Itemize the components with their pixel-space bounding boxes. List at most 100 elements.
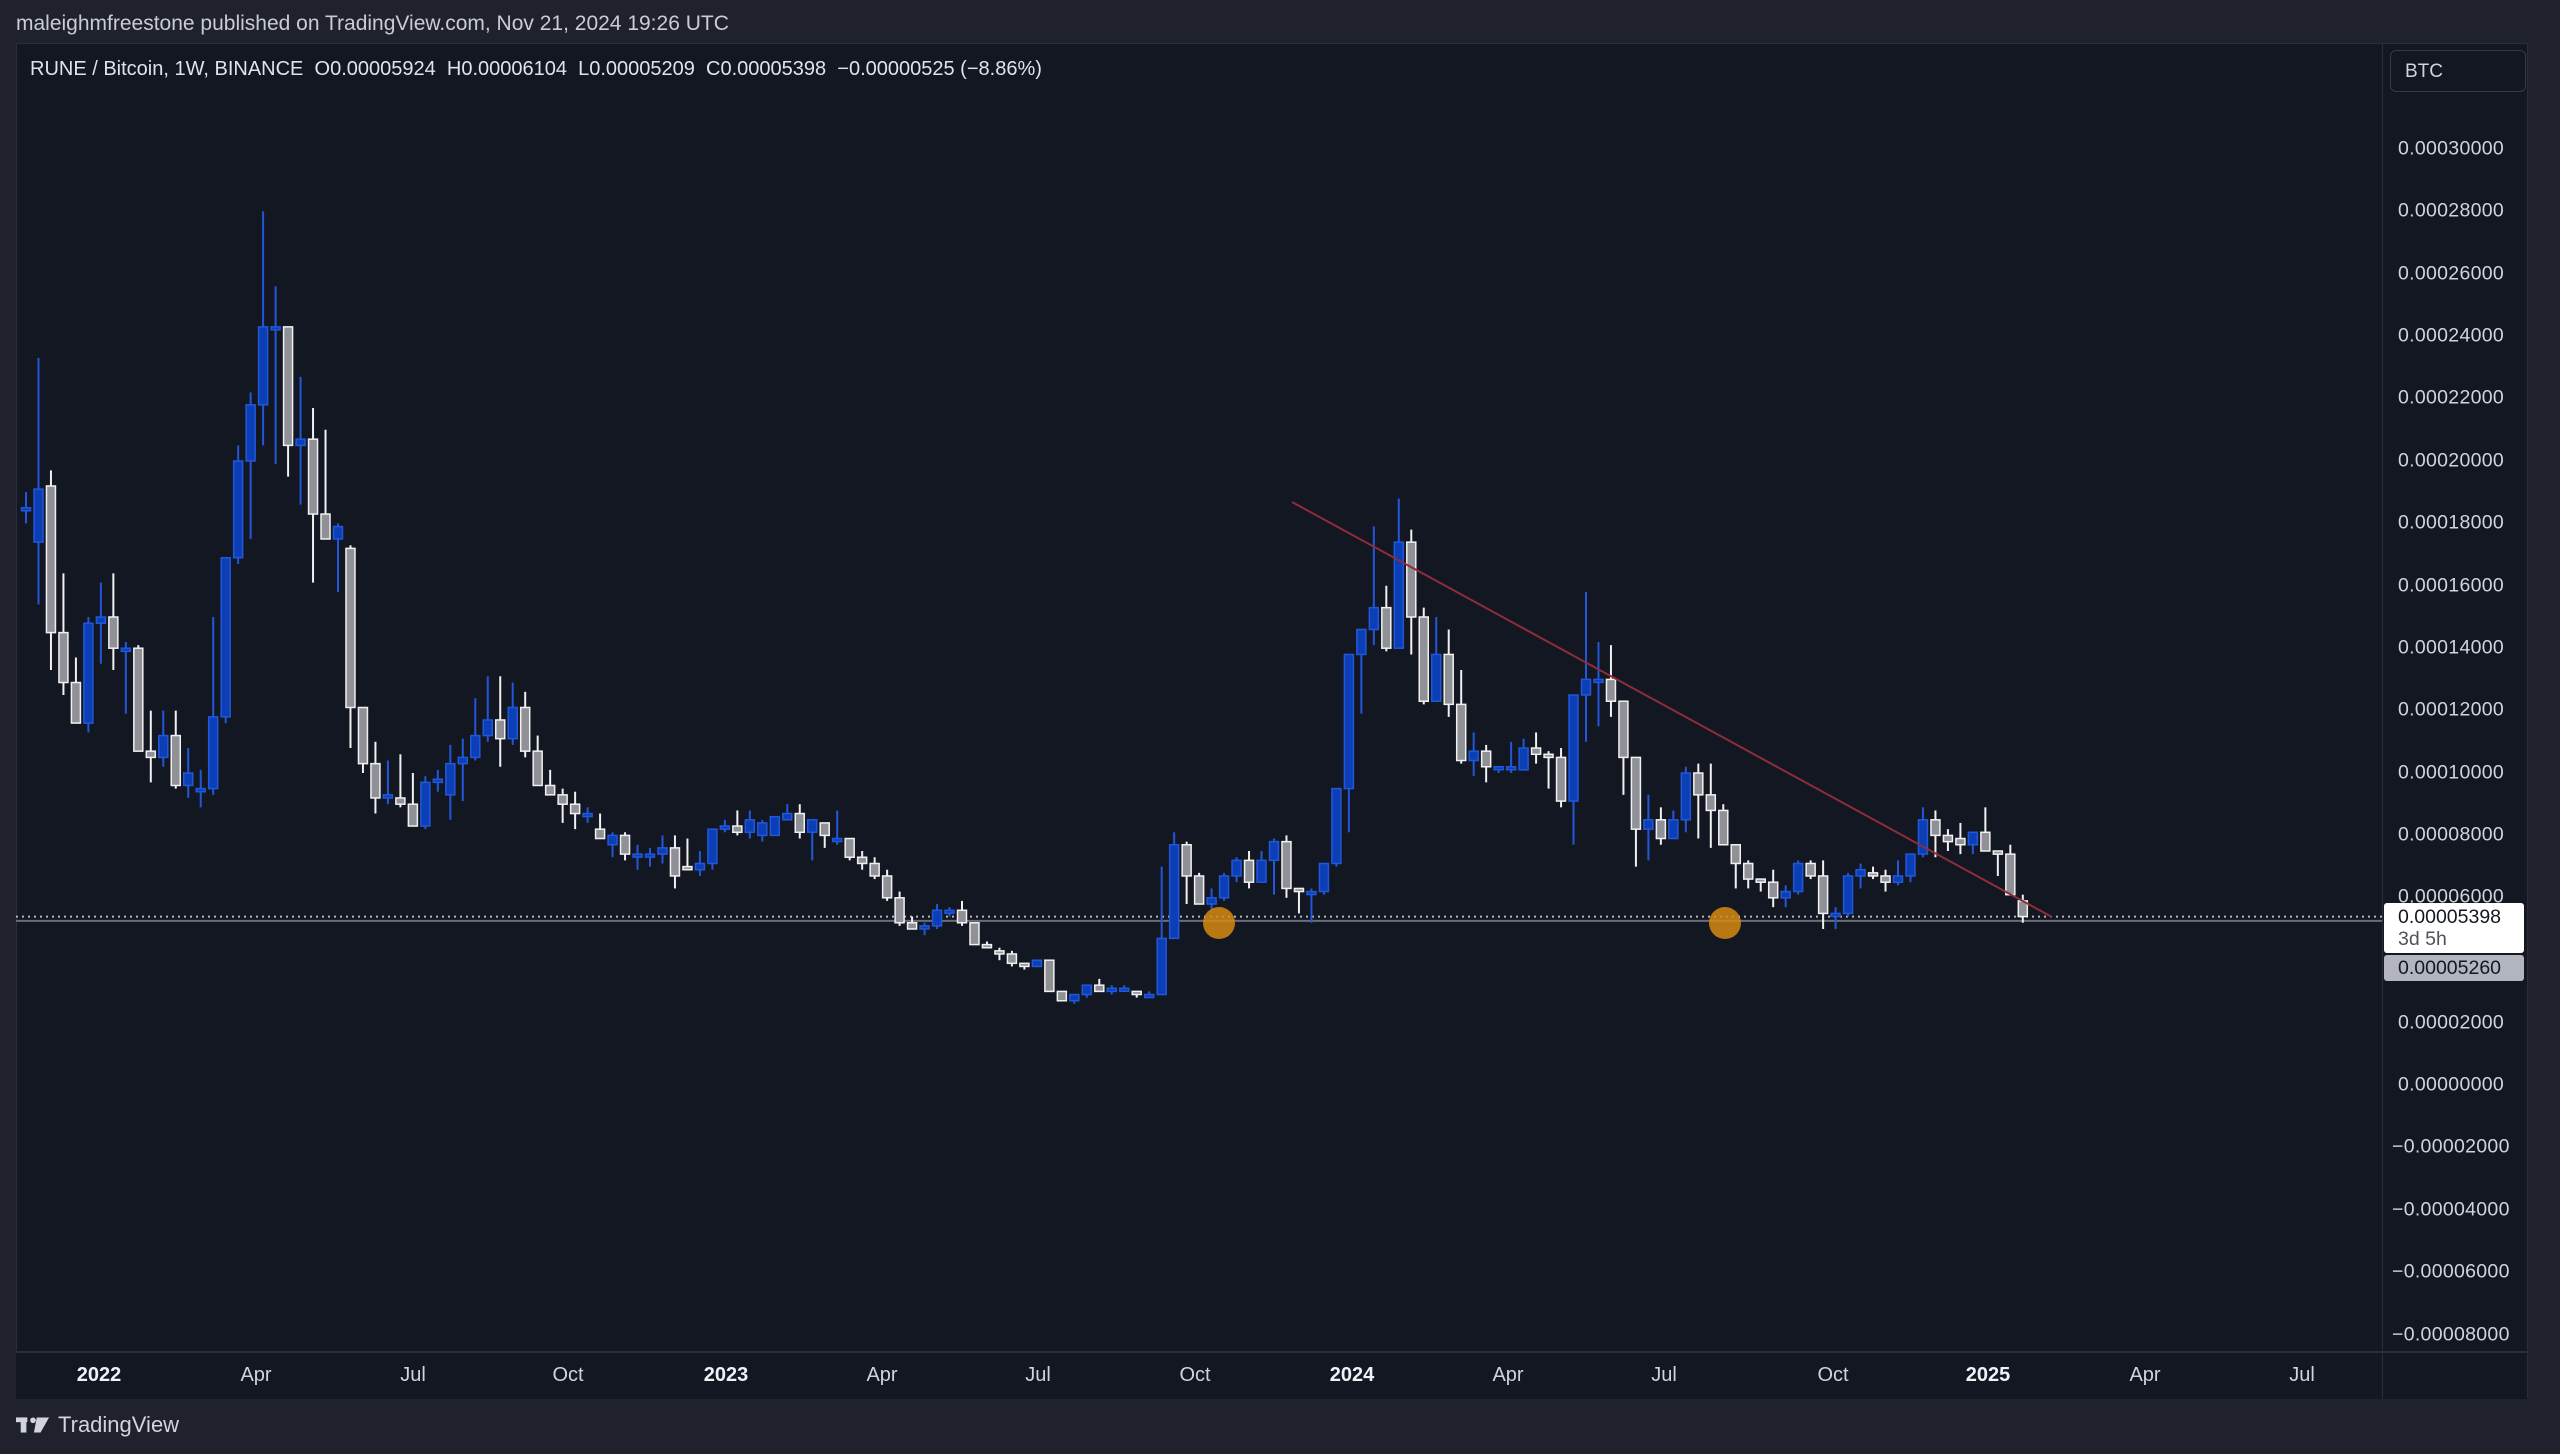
candle-body [819, 822, 830, 837]
candle-body [1718, 809, 1729, 846]
candle-body [45, 485, 57, 634]
chart-plot-area[interactable] [16, 44, 2382, 1351]
candle-body [1830, 912, 1841, 918]
candle-body [707, 828, 718, 865]
candle-body [931, 909, 943, 927]
time-tick-label: Apr [2129, 1364, 2161, 1386]
candle-body [320, 513, 331, 540]
candle-body [1668, 819, 1679, 840]
candle-body [420, 781, 431, 827]
candle-body [407, 803, 419, 827]
candle-body [1106, 987, 1118, 993]
candle-body [120, 647, 132, 653]
candle-body [1406, 541, 1417, 618]
candle-body [1593, 678, 1604, 684]
time-tick-label: 2022 [76, 1364, 122, 1386]
candle-body [1505, 766, 1517, 771]
candle-body [1243, 859, 1255, 883]
candle-body [1443, 653, 1454, 706]
candle-body [1006, 953, 1018, 965]
legend-low: L0.00005209 [578, 58, 695, 80]
last-price-value: 0.00005398 [2398, 906, 2502, 928]
legend-open: O0.00005924 [314, 58, 436, 80]
candle-body [856, 856, 868, 865]
candle-body [345, 547, 356, 709]
time-tick-label: 2025 [1965, 1364, 2011, 1386]
price-tick-label: 0.00030000 [2398, 137, 2505, 160]
candle-body [307, 438, 319, 515]
currency-button[interactable]: BTC [2390, 50, 2526, 92]
candle-body [1156, 937, 1167, 996]
candle-body [1393, 541, 1405, 649]
candle-body [470, 734, 481, 759]
price-tick-label: −0.00002000 [2392, 1135, 2510, 1158]
candle-body [245, 404, 256, 462]
candle-body [582, 812, 593, 818]
candle-body [2005, 853, 2016, 896]
candle-body [1680, 772, 1692, 821]
descending-trendline [1291, 501, 2053, 918]
candle-body [1268, 840, 1280, 862]
price-tick-label: 0.00026000 [2398, 262, 2505, 285]
candle-body [33, 488, 44, 543]
candle-body [1792, 862, 1804, 893]
time-tick-label: Apr [866, 1364, 898, 1386]
time-tick-label: Apr [240, 1364, 272, 1386]
candle-body [20, 507, 32, 512]
candle-body [1044, 959, 1055, 993]
tradingview-logo-icon [16, 1417, 50, 1433]
candle-body [232, 460, 244, 559]
candle-body [1530, 747, 1542, 756]
price-tick-label: 0.00012000 [2398, 698, 2505, 721]
candle-body [1318, 862, 1330, 893]
price-axis[interactable] [2382, 44, 2527, 1351]
candle-body [1193, 875, 1205, 905]
candle-body [1468, 750, 1479, 762]
price-tick-label: 0.00010000 [2398, 761, 2505, 784]
price-tick-label: 0.00018000 [2398, 511, 2505, 534]
candle-body [1430, 653, 1442, 702]
candle-body [1555, 756, 1567, 802]
bar-countdown: 3d 5h [2398, 928, 2447, 950]
candle-body [1892, 875, 1904, 883]
candle-body [1493, 766, 1504, 771]
candle-body [1930, 819, 1941, 837]
price-tick-label: 0.00002000 [2398, 1011, 2505, 1034]
candle-body [682, 865, 693, 871]
footer-brand: TradingView [16, 1412, 179, 1438]
candle-body [881, 875, 893, 899]
candle-body [1955, 837, 1966, 846]
candle-body [1705, 794, 1717, 812]
candle-body [1992, 850, 2004, 855]
candle-body [694, 862, 706, 871]
candle-body [1343, 653, 1355, 790]
candle-body [1019, 962, 1030, 968]
candle-body [1081, 984, 1093, 996]
candle-body [1618, 700, 1629, 759]
candle-body [270, 326, 281, 331]
candle-body [1568, 694, 1579, 802]
candle-body [195, 787, 206, 793]
candle-body [1168, 844, 1180, 940]
candle-body [58, 631, 69, 684]
candle-body [1118, 987, 1130, 993]
legend-change: −0.00000525 (−8.86%) [837, 58, 1042, 80]
candle-body [969, 922, 980, 946]
time-tick-label: Jul [400, 1364, 426, 1386]
candle-body [1693, 772, 1704, 796]
candle-body [844, 837, 855, 858]
time-axis[interactable] [16, 1351, 2382, 1399]
time-tick-label: Oct [552, 1364, 584, 1386]
candle-body [1281, 840, 1292, 890]
candle-body [632, 853, 643, 858]
candle-body [732, 825, 743, 834]
candle-body [1306, 890, 1317, 896]
candle-body [994, 950, 1005, 955]
candle-body [1206, 897, 1217, 905]
candle-body [257, 326, 269, 406]
candle-body [744, 819, 756, 834]
candle-body [382, 794, 394, 799]
candle-body [445, 762, 456, 796]
candle-body [657, 847, 668, 855]
symbol-title[interactable]: RUNE / Bitcoin, 1W, BINANCE [30, 58, 304, 80]
